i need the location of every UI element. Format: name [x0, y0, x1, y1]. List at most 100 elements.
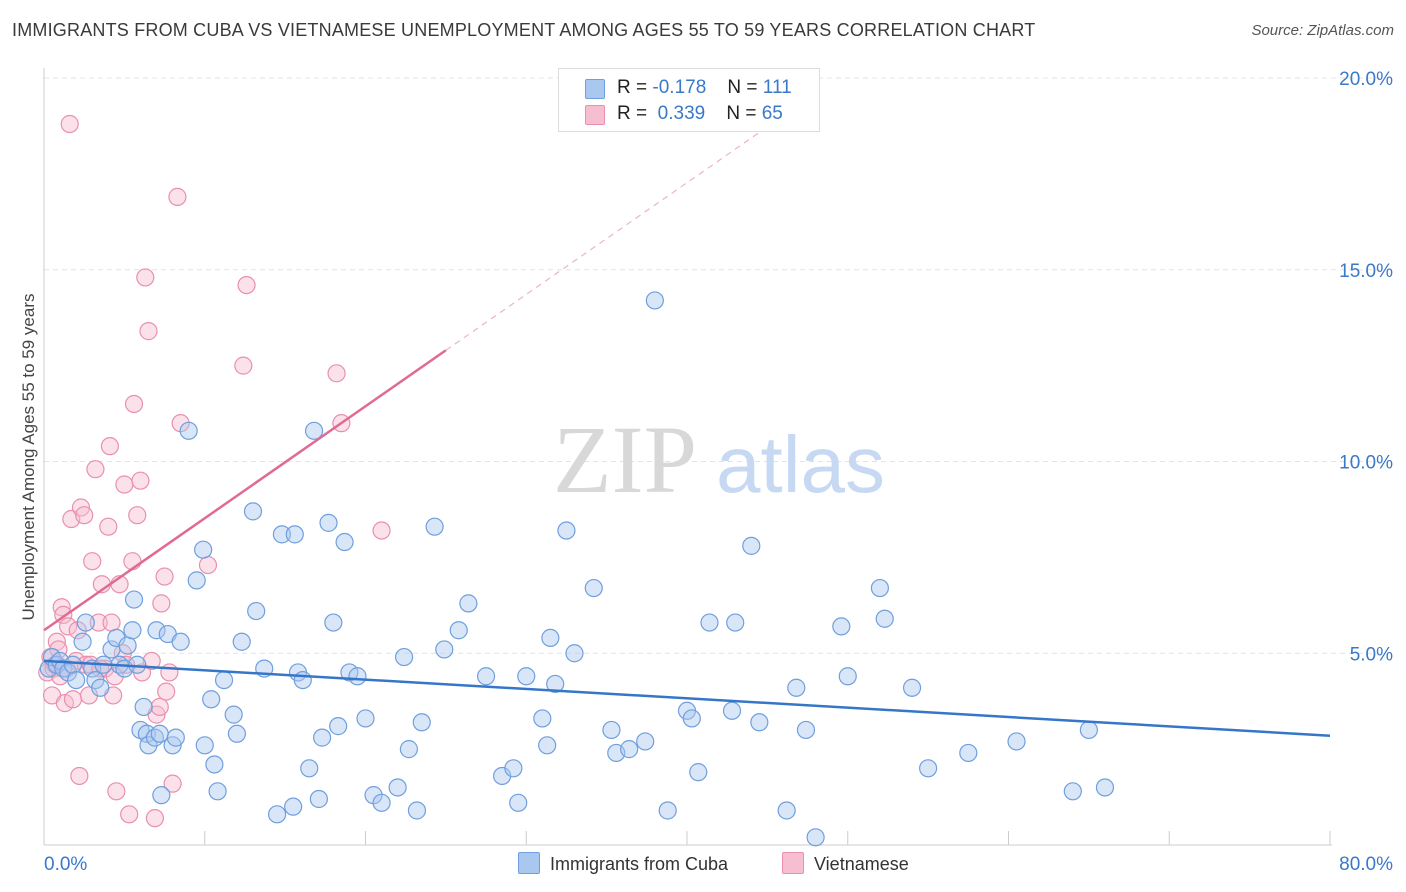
vietnamese-point: [131, 471, 150, 490]
bottom-legend-swatch-vietnamese: [782, 852, 804, 874]
cuba-trend-line: [43, 659, 1331, 737]
vietnamese-point: [83, 552, 102, 571]
cuba-point: [118, 636, 137, 655]
vietnamese-point: [327, 364, 346, 383]
cuba-point: [435, 640, 454, 659]
cuba-point: [243, 502, 263, 521]
cuba-point: [658, 801, 677, 820]
cuba-point: [700, 613, 719, 632]
cuba-point: [806, 828, 825, 847]
cuba-point: [329, 717, 348, 736]
cuba-point: [959, 743, 978, 763]
cuba-point: [147, 621, 166, 640]
cuba-point: [319, 513, 338, 532]
cuba-point: [557, 521, 576, 540]
cuba-point: [838, 667, 857, 686]
vietnamese-point: [124, 394, 144, 414]
vietnamese-point: [142, 651, 161, 671]
bottom-legend-label-vietnamese: Vietnamese: [814, 854, 909, 874]
cuba-point: [247, 601, 266, 621]
cuba-point: [722, 701, 742, 720]
cuba-point: [533, 709, 552, 728]
vietnamese-point: [105, 667, 124, 686]
cuba-point: [1007, 732, 1026, 751]
cuba-point: [832, 617, 851, 636]
cuba-point: [152, 786, 171, 805]
cuba-point: [187, 571, 206, 590]
cuba-point: [171, 632, 190, 651]
cuba-point: [565, 644, 584, 663]
cuba-point: [285, 525, 304, 544]
cuba-point: [348, 667, 367, 686]
cuba-point: [509, 793, 528, 812]
x-tick-label: 0.0%: [44, 854, 87, 875]
legend-swatch-vietnamese: [585, 105, 605, 125]
cuba-point: [777, 801, 796, 820]
cuba-point: [166, 728, 185, 747]
legend-r-value: -0.178: [652, 77, 707, 98]
vietnamese-point: [100, 437, 120, 456]
correlation-legend: R = -0.178 N = 111 R = 0.339 N = 65: [558, 68, 820, 132]
cuba-point: [124, 590, 144, 609]
vietnamese-point: [136, 268, 155, 287]
cuba-point: [459, 594, 478, 613]
bottom-legend-label-cuba: Immigrants from Cuba: [550, 854, 729, 874]
vietnamese-point: [160, 663, 179, 682]
cuba-point: [902, 678, 922, 697]
cuba-point: [372, 793, 391, 812]
cuba-point: [726, 613, 745, 632]
cuba-point: [636, 732, 655, 751]
cuba-point: [742, 536, 761, 555]
cuba-point: [134, 697, 153, 717]
cuba-point: [546, 674, 565, 694]
legend-n-value: 65: [761, 103, 783, 124]
vietnamese-point: [139, 322, 158, 341]
cuba-point: [232, 632, 251, 651]
cuba-point: [312, 728, 332, 747]
cuba-point: [335, 532, 354, 552]
vietnamese-point: [52, 598, 71, 617]
vietnamese-point: [75, 506, 94, 525]
cuba-point: [67, 670, 86, 690]
y-axis-label: Unemployment Among Ages 55 to 59 years: [19, 293, 38, 621]
cuba-point: [620, 740, 639, 759]
cuba-point: [214, 670, 234, 690]
cuba-point: [208, 782, 227, 801]
cuba-point: [787, 678, 806, 697]
y-tick-label: 5.0%: [1350, 644, 1393, 665]
cuba-point: [750, 713, 769, 732]
y-tick-label: 15.0%: [1339, 261, 1393, 282]
bottom-legend-swatch-cuba: [518, 852, 540, 874]
vietnamese-point: [234, 356, 253, 375]
vietnamese-trend-line: [43, 349, 447, 632]
vietnamese-point: [152, 594, 171, 613]
watermark: ZIP atlas: [553, 406, 885, 513]
cuba-point: [538, 736, 557, 755]
vietnamese-point: [150, 697, 169, 717]
vietnamese-point: [89, 613, 108, 632]
cuba-point: [304, 421, 324, 440]
vietnamese-point: [157, 682, 176, 701]
vietnamese-point: [163, 774, 182, 793]
cuba-point: [227, 724, 246, 743]
vietnamese-point: [155, 567, 174, 586]
cuba-point: [324, 613, 343, 632]
cuba-point: [91, 678, 110, 697]
cuba-point: [504, 759, 523, 778]
cuba-point: [309, 789, 328, 809]
vietnamese-point: [63, 690, 83, 709]
cuba-point: [267, 805, 287, 824]
legend-r-label: R =: [617, 103, 648, 124]
legend-r-value: 0.339: [657, 103, 706, 124]
cuba-point: [272, 525, 292, 544]
y-tick-label: 10.0%: [1339, 453, 1393, 474]
vietnamese-point: [168, 187, 187, 206]
cuba-point: [399, 740, 419, 759]
cuba-point: [224, 705, 243, 724]
cuba-point: [63, 655, 83, 674]
vietnamese-point: [60, 114, 79, 134]
chart-title: IMMIGRANTS FROM CUBA VS VIETNAMESE UNEMP…: [12, 20, 1036, 40]
vietnamese-point: [372, 521, 391, 540]
cuba-point: [300, 759, 319, 778]
